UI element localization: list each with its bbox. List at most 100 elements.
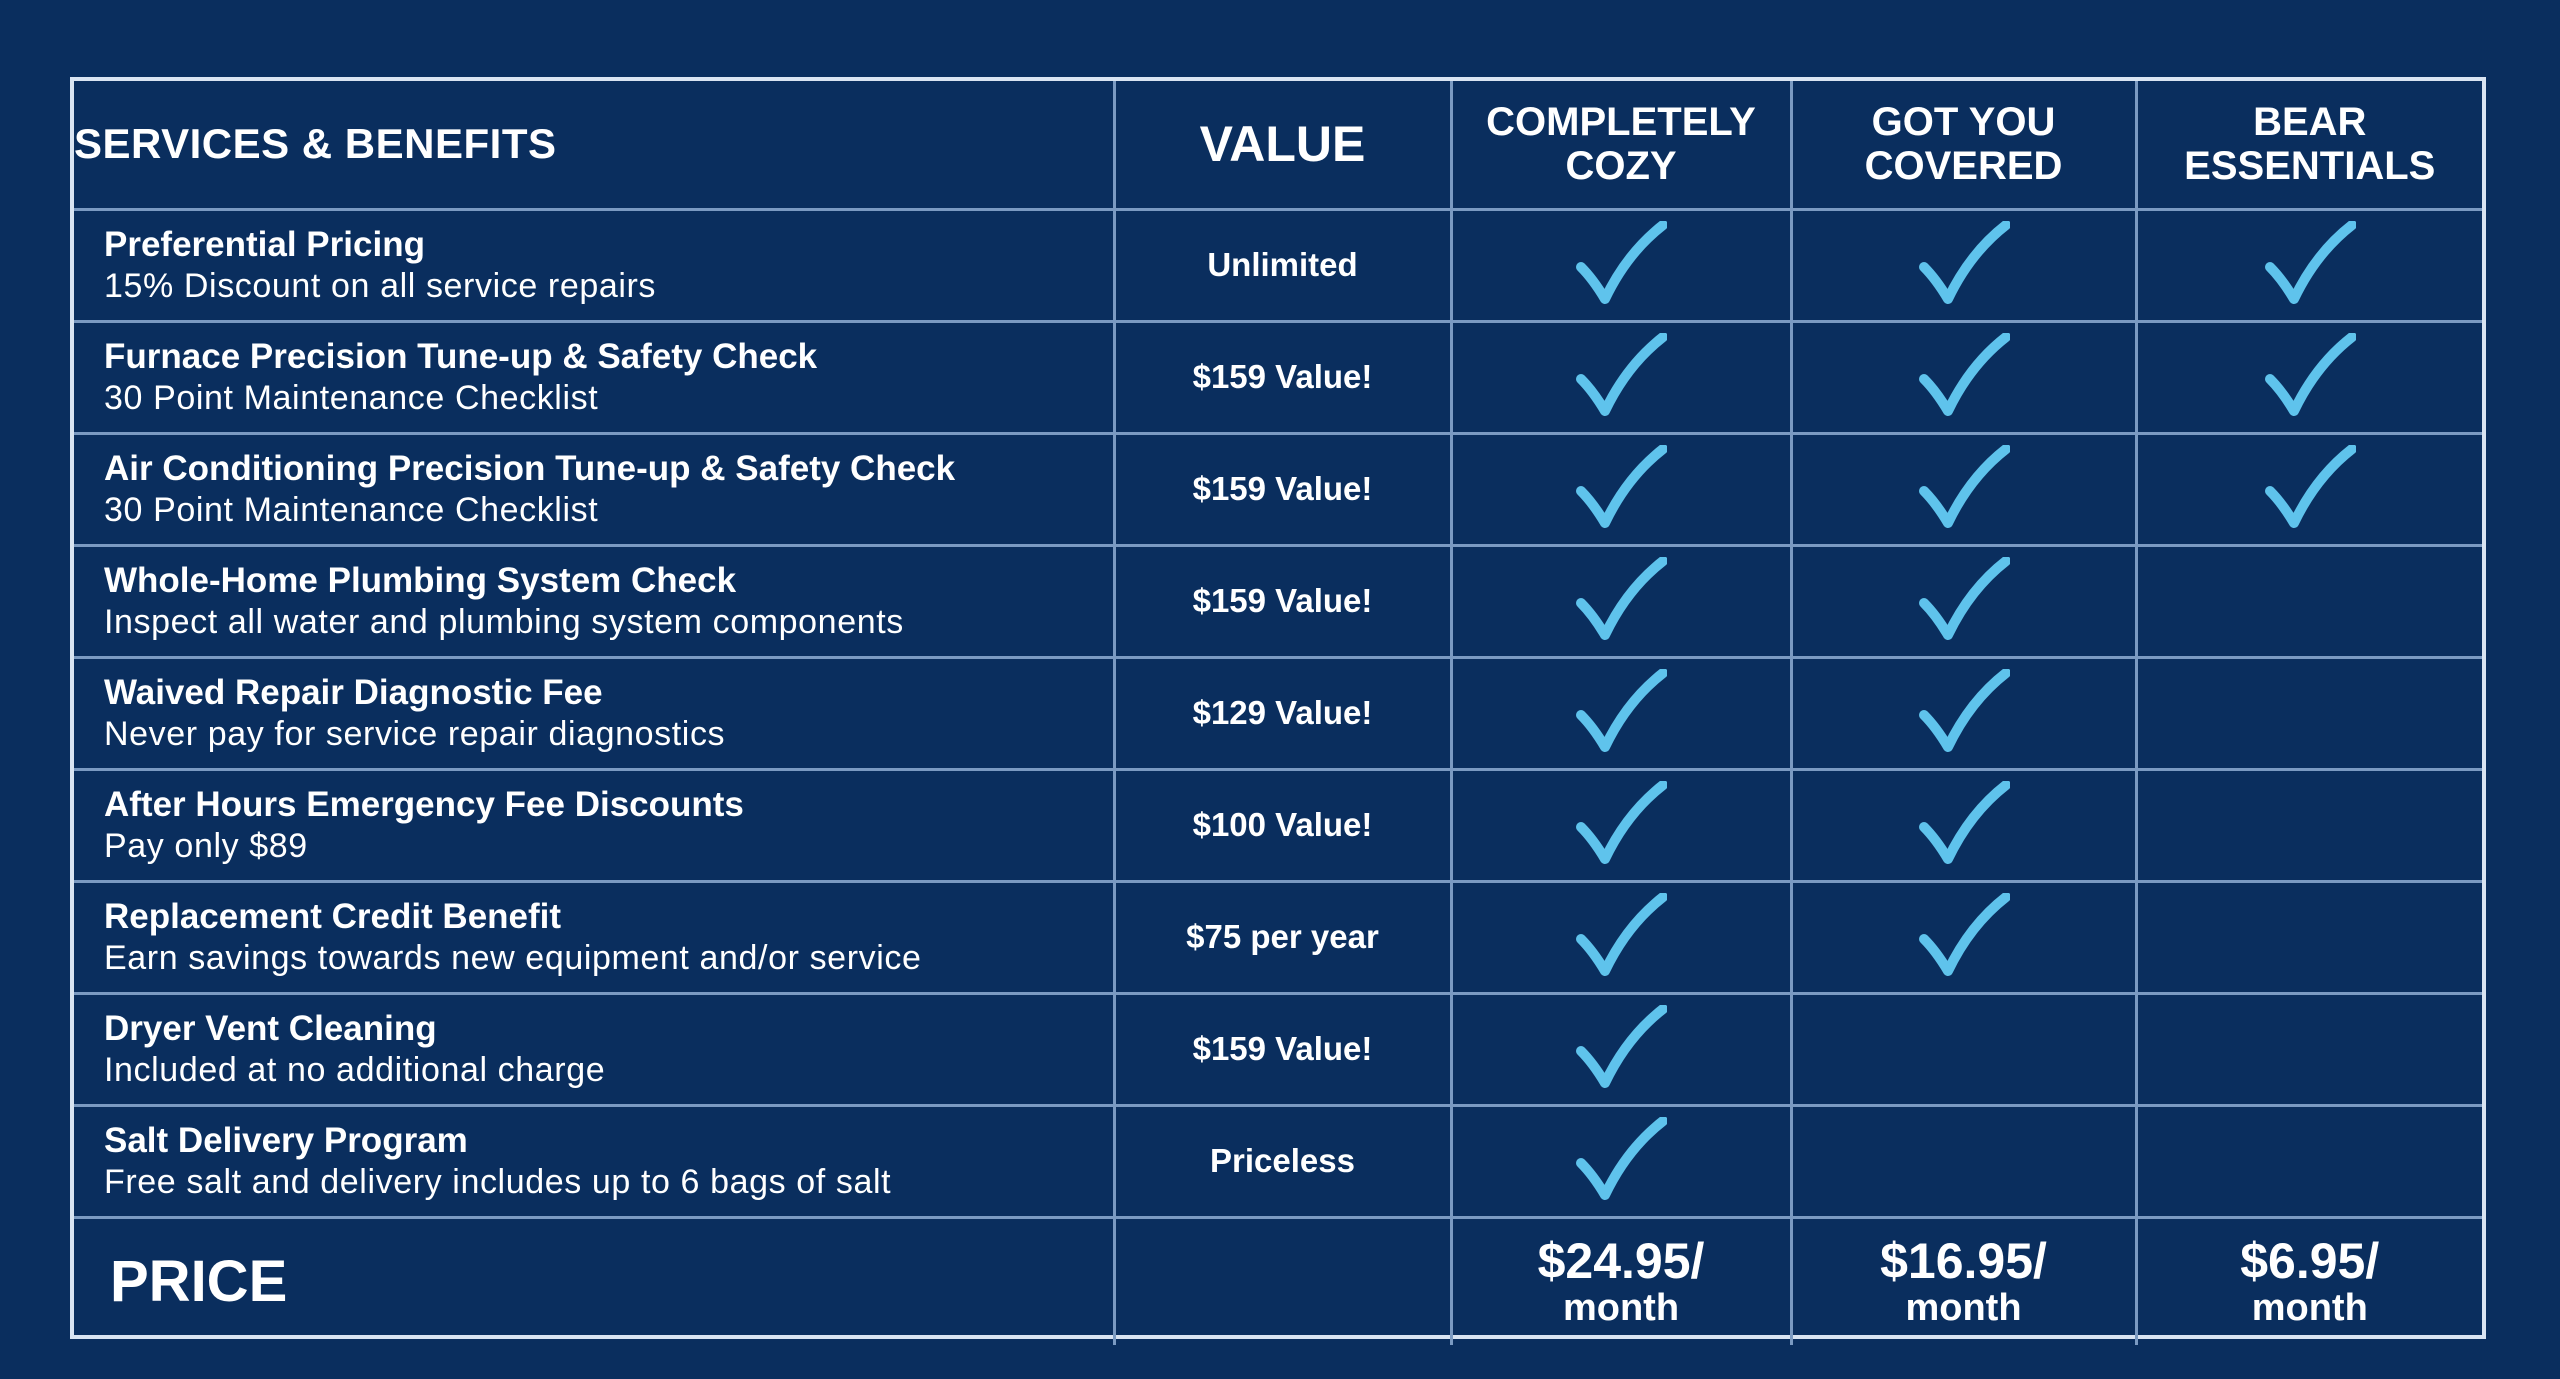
- price-amount: $6.95/: [2240, 1232, 2380, 1289]
- included-cell-bear-essentials: [2134, 879, 2482, 995]
- plan-header-bear-essentials: BEAR ESSENTIALS: [2134, 81, 2482, 211]
- included-cell-bear-essentials: [2134, 431, 2482, 547]
- plan-comparison-table: SERVICES & BENEFITS VALUE COMPLETELY COZ…: [74, 81, 2482, 1345]
- service-description: Pay only $89: [104, 827, 308, 865]
- plan-name-line: ESSENTIALS: [2184, 144, 2436, 189]
- service-value: $159 Value!: [1112, 543, 1453, 659]
- included-cell-bear-essentials: [2134, 767, 2482, 883]
- service-description: Free salt and delivery includes up to 6 …: [104, 1163, 892, 1201]
- included-cell-completely-cozy: [1449, 991, 1793, 1107]
- service-title: Waived Repair Diagnostic Fee: [104, 673, 603, 712]
- price-amount: $24.95/: [1537, 1232, 1705, 1289]
- checkmark-icon: [1918, 893, 2010, 976]
- service-value: Unlimited: [1112, 207, 1453, 323]
- service-description: Earn savings towards new equipment and/o…: [104, 939, 922, 977]
- included-cell-bear-essentials: [2134, 207, 2482, 323]
- checkmark-icon: [2264, 445, 2356, 528]
- checkmark-icon: [1576, 1005, 1667, 1088]
- included-cell-bear-essentials: [2134, 1103, 2482, 1217]
- checkmark-icon: [1576, 333, 1667, 416]
- included-cell-got-you-covered: [1789, 655, 2138, 771]
- service-cell: Whole-Home Plumbing System Check Inspect …: [74, 543, 1116, 659]
- header-row: SERVICES & BENEFITS VALUE COMPLETELY COZ…: [74, 81, 2482, 211]
- service-value: $100 Value!: [1112, 767, 1453, 883]
- service-title: Whole-Home Plumbing System Check: [104, 561, 737, 600]
- price-label: PRICE: [74, 1215, 1116, 1345]
- service-row: Preferential Pricing 15% Discount on all …: [74, 207, 2482, 323]
- service-row: After Hours Emergency Fee Discounts Pay o…: [74, 767, 2482, 883]
- plan-header-got-you-covered: GOT YOU COVERED: [1789, 81, 2138, 211]
- service-row: Furnace Precision Tune-up & Safety Check…: [74, 319, 2482, 435]
- included-cell-got-you-covered: [1789, 207, 2138, 323]
- included-cell-bear-essentials: [2134, 991, 2482, 1107]
- price-period: month: [2251, 1286, 2368, 1329]
- price-amount: $16.95/: [1880, 1232, 2047, 1289]
- checkmark-icon: [1918, 781, 2010, 864]
- comparison-table-frame: SERVICES & BENEFITS VALUE COMPLETELY COZ…: [70, 77, 2486, 1345]
- service-row: Dryer Vent Cleaning Included at no additi…: [74, 991, 2482, 1107]
- service-value: $159 Value!: [1112, 991, 1453, 1107]
- included-cell-got-you-covered: [1789, 1103, 2138, 1217]
- price-value-empty-cell: [1112, 1215, 1453, 1345]
- plan-name-line: COZY: [1565, 144, 1677, 189]
- services-header: SERVICES & BENEFITS: [74, 81, 1116, 211]
- checkmark-icon: [1576, 1117, 1667, 1200]
- price-got-you-covered: $16.95/ month: [1789, 1215, 2138, 1345]
- checkmark-icon: [1576, 893, 1667, 976]
- checkmark-icon: [1576, 781, 1667, 864]
- checkmark-icon: [2264, 333, 2356, 416]
- included-cell-completely-cozy: [1449, 1103, 1793, 1217]
- included-cell-completely-cozy: [1449, 431, 1793, 547]
- included-cell-got-you-covered: [1789, 319, 2138, 435]
- included-cell-bear-essentials: [2134, 655, 2482, 771]
- checkmark-icon: [1918, 445, 2010, 528]
- service-description: 30 Point Maintenance Checklist: [104, 379, 599, 417]
- included-cell-got-you-covered: [1789, 879, 2138, 995]
- service-row: Waived Repair Diagnostic Fee Never pay fo…: [74, 655, 2482, 771]
- price-bear-essentials: $6.95/ month: [2134, 1215, 2482, 1345]
- service-value: $159 Value!: [1112, 319, 1453, 435]
- checkmark-icon: [1576, 445, 1667, 528]
- price-row: PRICE $24.95/ month $16.95/ month $6.95/…: [74, 1215, 2482, 1345]
- included-cell-completely-cozy: [1449, 319, 1793, 435]
- service-title: Salt Delivery Program: [104, 1121, 468, 1160]
- plan-name-line: BEAR: [2253, 100, 2367, 145]
- service-title: Air Conditioning Precision Tune-up & Saf…: [104, 449, 956, 488]
- service-cell: Furnace Precision Tune-up & Safety Check…: [74, 319, 1116, 435]
- checkmark-icon: [1576, 557, 1667, 640]
- checkmark-icon: [1918, 669, 2010, 752]
- service-title: Preferential Pricing: [104, 225, 425, 264]
- price-period: month: [1562, 1286, 1680, 1329]
- service-title: Dryer Vent Cleaning: [104, 1009, 437, 1048]
- included-cell-completely-cozy: [1449, 879, 1793, 995]
- included-cell-bear-essentials: [2134, 319, 2482, 435]
- service-row: Whole-Home Plumbing System Check Inspect …: [74, 543, 2482, 659]
- plan-name-line: COMPLETELY: [1486, 100, 1756, 145]
- included-cell-got-you-covered: [1789, 767, 2138, 883]
- price-completely-cozy: $24.95/ month: [1449, 1215, 1793, 1345]
- service-cell: After Hours Emergency Fee Discounts Pay o…: [74, 767, 1116, 883]
- service-title: Replacement Credit Benefit: [104, 897, 562, 936]
- checkmark-icon: [1576, 221, 1667, 304]
- service-description: Never pay for service repair diagnostics: [104, 715, 726, 753]
- included-cell-completely-cozy: [1449, 767, 1793, 883]
- service-description: 30 Point Maintenance Checklist: [104, 491, 599, 529]
- included-cell-got-you-covered: [1789, 543, 2138, 659]
- included-cell-got-you-covered: [1789, 991, 2138, 1107]
- checkmark-icon: [1918, 333, 2010, 416]
- included-cell-completely-cozy: [1449, 655, 1793, 771]
- checkmark-icon: [1918, 221, 2010, 304]
- included-cell-bear-essentials: [2134, 543, 2482, 659]
- price-period: month: [1905, 1286, 2022, 1329]
- service-cell: Salt Delivery Program Free salt and deliv…: [74, 1103, 1116, 1217]
- service-cell: Dryer Vent Cleaning Included at no additi…: [74, 991, 1116, 1107]
- service-description: Included at no additional charge: [104, 1051, 606, 1089]
- plan-name-line: GOT YOU: [1871, 100, 2056, 145]
- included-cell-completely-cozy: [1449, 543, 1793, 659]
- service-row: Air Conditioning Precision Tune-up & Saf…: [74, 431, 2482, 547]
- service-description: 15% Discount on all service repairs: [104, 267, 657, 305]
- service-cell: Replacement Credit Benefit Earn savings t…: [74, 879, 1116, 995]
- service-title: Furnace Precision Tune-up & Safety Check: [104, 337, 818, 376]
- plan-name-line: COVERED: [1864, 144, 2063, 189]
- service-value: $159 Value!: [1112, 431, 1453, 547]
